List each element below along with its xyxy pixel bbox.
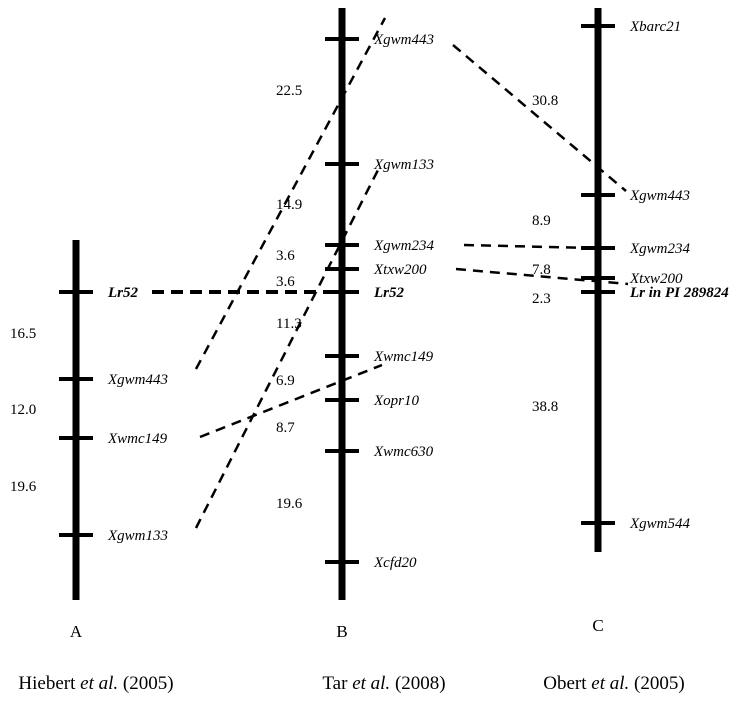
link-b-xgwm234-to-c-xgwm234	[463, 243, 593, 250]
distance-label: 2.3	[532, 291, 551, 307]
citation-author: Obert	[543, 673, 591, 694]
marker-label-lr-in-pi-289824: Lr in PI 289824	[629, 285, 729, 301]
map-a: Lr52 Xgwm443 Xwmc149 Xgwm133 16.5 12.0 19.6 A Hi…	[10, 240, 174, 694]
marker-label-xgwm443: Xgwm443	[107, 372, 168, 388]
distance-label: 8.9	[532, 213, 551, 229]
distance-label: 3.6	[276, 274, 295, 290]
citation-etal: et al.	[352, 673, 390, 694]
citation-author: Tar	[322, 673, 352, 694]
marker-label-xgwm234: Xgwm234	[629, 241, 691, 257]
map-letter: C	[592, 616, 603, 635]
marker-label-xcfd20: Xcfd20	[373, 555, 417, 571]
distance-label: 12.0	[10, 402, 36, 418]
marker-label-xgwm443: Xgwm443	[629, 188, 690, 204]
marker-label-xgwm234: Xgwm234	[373, 238, 435, 254]
distance-label: 19.6	[10, 479, 37, 495]
distance-label: 22.5	[276, 83, 302, 99]
distance-label: 8.7	[276, 420, 295, 436]
link-a-xgwm443-to-b-xgwm443	[194, 17, 387, 370]
map-b: Xgwm443 Xgwm133 Xgwm234 Xtxw200 Lr52 Xwmc149 X…	[276, 8, 446, 694]
marker-label-lr52: Lr52	[373, 285, 405, 301]
citation-etal: et al.	[80, 673, 118, 694]
marker-label-xbarc21: Xbarc21	[629, 19, 681, 35]
map-letter: A	[70, 622, 83, 641]
marker-label-xwmc630: Xwmc630	[373, 444, 434, 460]
distance-label: 30.8	[532, 93, 558, 109]
citation-author: Hiebert	[18, 673, 80, 694]
link-a-xgwm133-to-b-xgwm133	[194, 169, 380, 529]
distance-label: 14.9	[276, 197, 302, 213]
marker-label-xwmc149: Xwmc149	[107, 431, 168, 447]
citation-year: (2008)	[390, 673, 445, 694]
map-c: Xbarc21 Xgwm443 Xgwm234 Lr in PI 289824Xtxw…	[532, 8, 729, 694]
marker-label-xtxw200: Xtxw200	[373, 262, 427, 278]
distance-label: 6.9	[276, 373, 295, 389]
marker-label-xgwm443: Xgwm443	[373, 32, 434, 48]
distance-label: 16.5	[10, 326, 36, 342]
distance-label: 38.8	[532, 399, 558, 415]
marker-label-lr52: Lr52	[107, 285, 139, 301]
map-citation: Obert et al. (2005)	[543, 673, 684, 694]
marker-label-xgwm133: Xgwm133	[107, 528, 168, 544]
distance-label: 3.6	[276, 248, 295, 264]
marker-label-xtxw200: Xtxw200	[629, 271, 683, 287]
marker-label-xopr10: Xopr10	[373, 393, 420, 409]
citation-year: (2005)	[118, 673, 173, 694]
citation-etal: et al.	[591, 673, 629, 694]
map-citation: Hiebert et al. (2005)	[18, 673, 173, 694]
marker-label-xgwm133: Xgwm133	[373, 157, 434, 173]
marker-label-xwmc149: Xwmc149	[373, 349, 434, 365]
distance-label: 19.6	[276, 496, 303, 512]
citation-year: (2005)	[629, 673, 684, 694]
distance-label: 11.3	[276, 316, 302, 332]
chromosome-maps: Lr52 Xgwm443 Xwmc149 Xgwm133 16.5 12.0 19.6 A Hi…	[10, 8, 729, 694]
distance-label: 7.8	[532, 262, 551, 278]
marker-label-xgwm544: Xgwm544	[629, 516, 691, 532]
map-citation: Tar et al. (2008)	[322, 673, 445, 694]
map-letter: B	[336, 622, 347, 641]
